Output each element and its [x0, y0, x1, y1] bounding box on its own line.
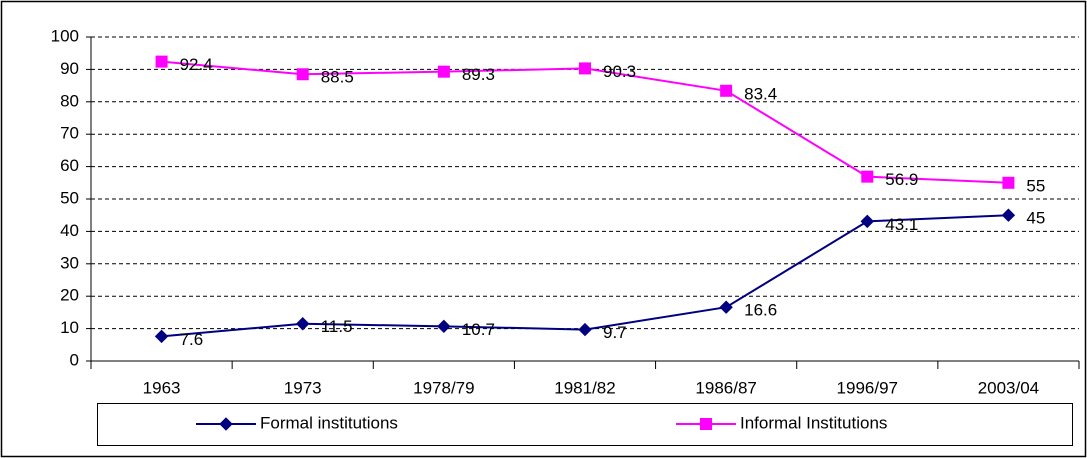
x-tick-label: 1963: [143, 378, 181, 397]
y-tick-label: 0: [70, 350, 79, 369]
y-tick-label: 40: [60, 221, 79, 240]
data-point: [296, 68, 309, 81]
data-label: 55: [1026, 176, 1045, 195]
legend-label: Formal institutions: [260, 413, 398, 432]
data-point: [579, 62, 591, 75]
data-point: [719, 300, 733, 314]
data-point: [437, 319, 451, 334]
data-point: [155, 55, 168, 68]
data-label: 83.4: [744, 84, 777, 103]
y-tick-label: 70: [60, 124, 79, 143]
data-label: 9.7: [603, 323, 627, 342]
x-tick-label: 1986/87: [695, 378, 756, 397]
data-label: 45: [1026, 209, 1045, 228]
data-point: [1002, 176, 1015, 189]
data-label: 90.3: [603, 62, 636, 81]
data-label: 88.5: [321, 68, 354, 87]
x-tick-label: 1973: [284, 378, 322, 397]
data-label: 92.4: [180, 55, 213, 74]
data-point: [154, 329, 169, 344]
data-label: 89.3: [462, 65, 495, 84]
y-tick-label: 20: [60, 286, 79, 305]
data-label: 43.1: [885, 215, 918, 234]
x-tick-label: 1996/97: [837, 378, 898, 397]
data-point: [296, 317, 310, 331]
data-point: [860, 214, 874, 229]
data-point: [1001, 208, 1016, 222]
x-tick-label: 2003/04: [978, 378, 1039, 397]
legend-marker: [700, 418, 712, 430]
y-tick-label: 80: [60, 91, 79, 110]
data-point: [720, 84, 733, 97]
legend-marker: [219, 417, 233, 431]
y-tick-label: 50: [60, 188, 79, 207]
data-label: 16.6: [744, 301, 777, 320]
data-label: 10.7: [462, 320, 495, 339]
x-tick-label: 1978/79: [413, 378, 474, 397]
data-label: 11.5: [321, 317, 353, 336]
x-tick-label: 1981/82: [554, 378, 615, 397]
y-tick-label: 100: [51, 26, 79, 45]
y-tick-label: 10: [60, 318, 79, 337]
data-point: [861, 170, 874, 183]
data-label: 7.6: [180, 330, 204, 349]
data-point: [578, 322, 592, 337]
legend-box: [97, 403, 1073, 446]
y-tick-label: 90: [60, 59, 79, 78]
y-tick-label: 30: [60, 253, 79, 272]
data-point: [437, 65, 450, 78]
legend-label: Informal Institutions: [740, 413, 887, 432]
y-tick-label: 60: [60, 156, 79, 175]
data-label: 56.9: [885, 170, 918, 189]
